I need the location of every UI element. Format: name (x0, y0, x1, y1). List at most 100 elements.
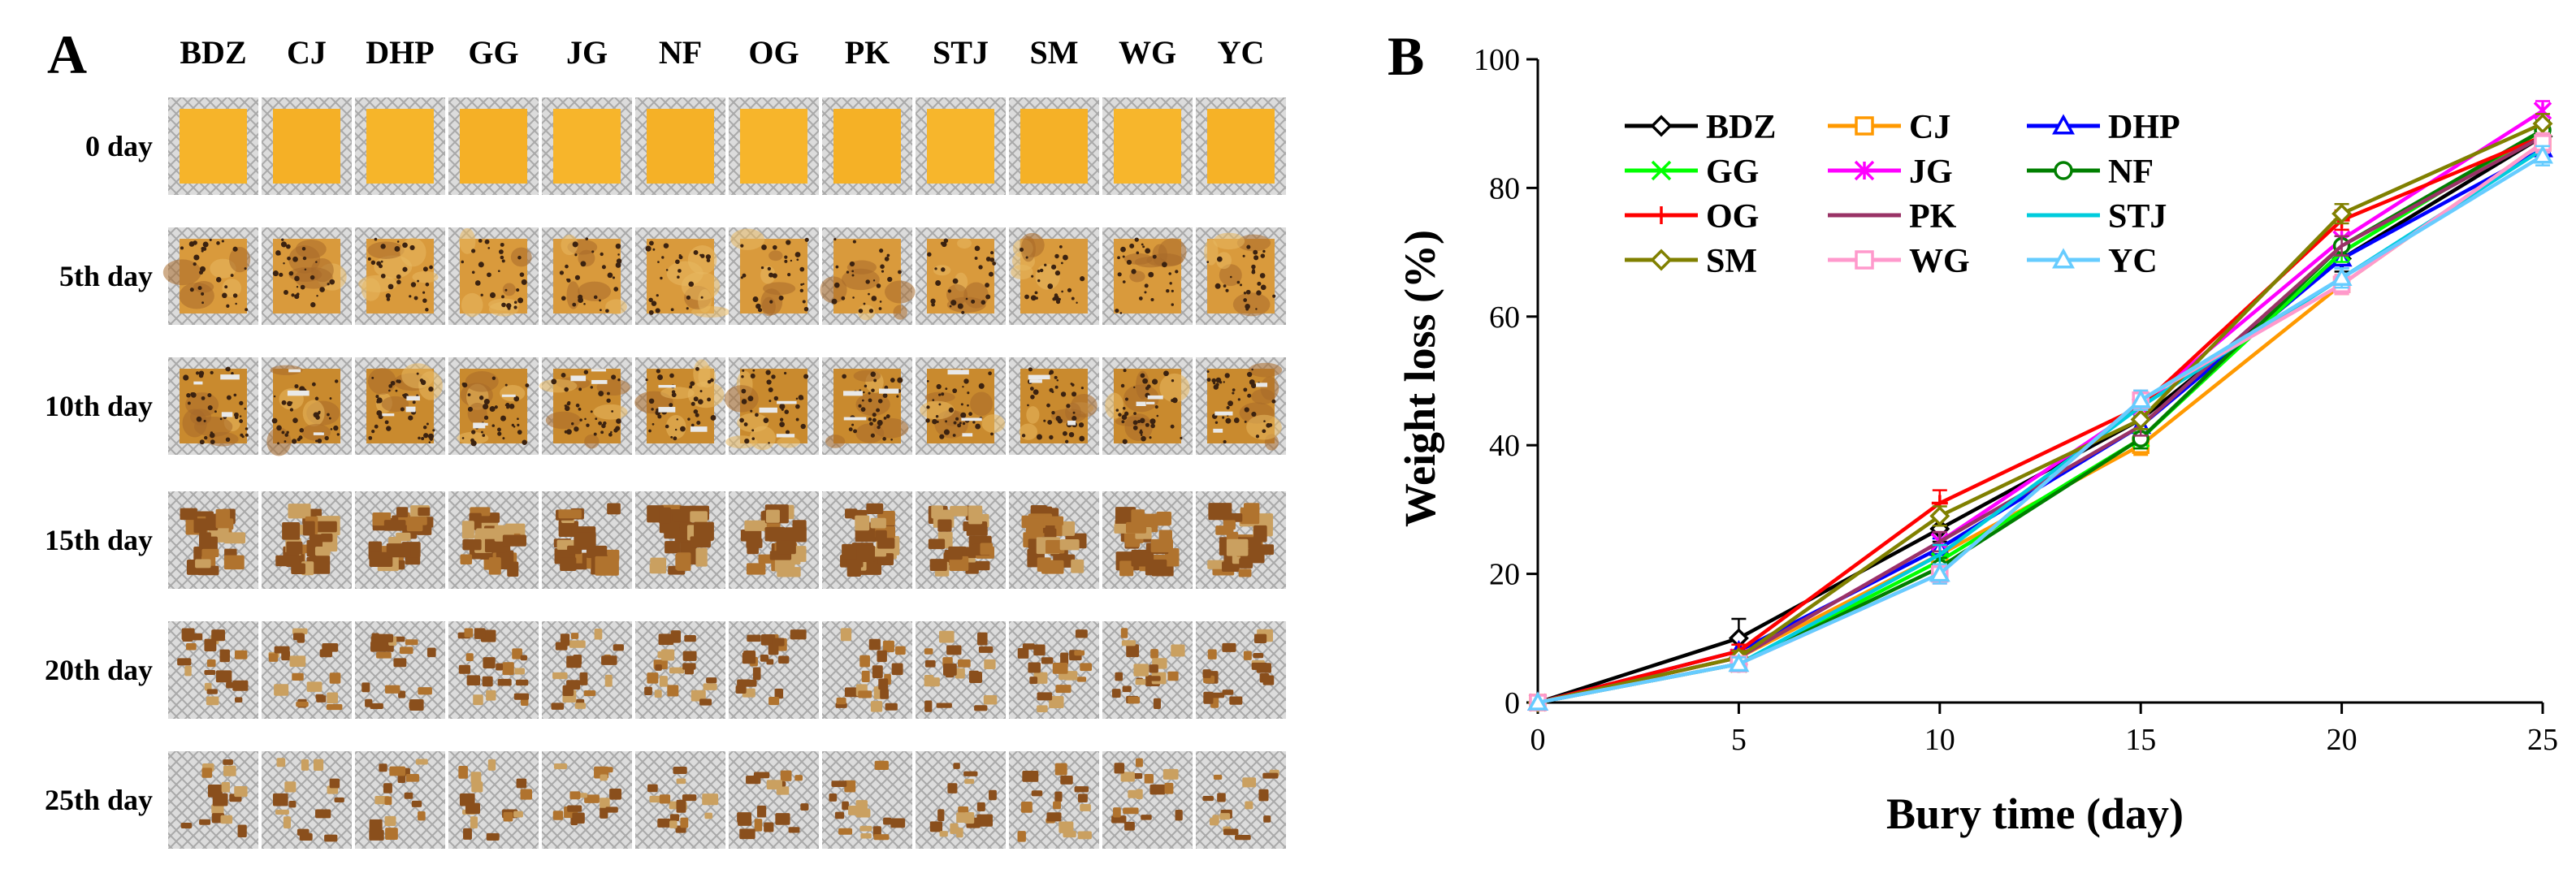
sample-photo (822, 97, 912, 195)
legend-item: BDZ (1625, 109, 1776, 146)
sample-photo (1009, 357, 1099, 455)
sample-photo (448, 751, 539, 849)
sample-photo (168, 357, 258, 455)
sample-photo (1196, 621, 1286, 719)
data-point-marker (2331, 266, 2353, 287)
panel-letter-a: A (47, 24, 87, 85)
row-label: 15th day (45, 524, 153, 556)
sample-photo (1009, 751, 1099, 849)
panel-a-photo-grid: A BDZ CJ DHP GG JG NF OG PK STJ SM WG YC 0 day 5th d… (45, 24, 1286, 849)
legend-item: GG (1625, 153, 1759, 191)
sample-photo (1102, 491, 1193, 589)
column-label-gg: GG (468, 34, 518, 71)
sample-photo (1196, 751, 1286, 849)
data-point-marker (1855, 116, 1874, 136)
sample-photo (1196, 357, 1286, 455)
column-label-og: OG (748, 34, 799, 71)
series-yc (1527, 145, 2553, 711)
row-label: 25th day (45, 784, 153, 816)
y-axis-title: Weight loss (%) (1396, 230, 1444, 527)
data-point-marker (1855, 250, 1874, 270)
sample-photo (729, 97, 819, 195)
sample-photo (168, 621, 258, 719)
sample-photo (635, 491, 725, 589)
data-point-marker (1527, 691, 1548, 711)
sample-photo (448, 227, 539, 325)
sample-photo (448, 491, 539, 589)
data-point-marker (2331, 203, 2353, 224)
legend-item: NF (2027, 153, 2154, 191)
column-label-stj: STJ (933, 34, 989, 71)
sample-photo (448, 621, 539, 719)
sample-photo (542, 621, 632, 719)
sample-photo (729, 751, 819, 849)
row-label: 5th day (59, 260, 153, 292)
column-label-dhp: DHP (366, 34, 434, 71)
sample-photo (1102, 751, 1193, 849)
legend-item: CJ (1828, 109, 1950, 146)
row-label: 10th day (45, 390, 153, 422)
legend-label: JG (1909, 153, 1953, 191)
sample-photo (916, 751, 1006, 849)
sample-photo (448, 357, 539, 455)
sample-photo (355, 621, 445, 719)
error-bar (2334, 235, 2349, 257)
sample-photo (1009, 97, 1099, 195)
data-point-marker (1652, 206, 1670, 224)
sample-photo (168, 491, 258, 589)
sample-photo (162, 227, 258, 325)
data-point-marker (2532, 113, 2553, 134)
y-tick-label: 80 (1489, 171, 1520, 205)
y-tick-label: 20 (1489, 558, 1520, 592)
column-label-pk: PK (845, 34, 890, 71)
sample-photo (729, 621, 819, 719)
panel-b-chart: B 0 20 40 60 80 100 0 5 10 15 20 25 BDZ CJ DHP GG JG NF O… (1388, 25, 2558, 838)
sample-photo (822, 491, 912, 589)
sample-photo (822, 357, 912, 455)
sample-photo (355, 491, 445, 589)
legend-item: OG (1625, 198, 1759, 236)
sample-photo (635, 621, 725, 719)
sample-photo (729, 227, 819, 325)
data-point-marker (1854, 160, 1875, 181)
sample-photo (916, 357, 1006, 455)
sample-photos (162, 97, 1286, 849)
column-label-sm: SM (1030, 34, 1079, 71)
sample-photo (916, 491, 1006, 589)
legend-label: OG (1706, 198, 1759, 236)
column-label-jg: JG (566, 34, 608, 71)
series-line (1537, 134, 2544, 705)
data-point-marker (1929, 505, 1950, 526)
sample-photo (542, 491, 632, 589)
column-label-cj: CJ (287, 34, 327, 71)
legend-item: JG (1828, 153, 1953, 191)
chart-series (1527, 100, 2553, 713)
sample-photo (262, 97, 352, 195)
x-tick-label: 5 (1731, 723, 1747, 757)
sample-photo (916, 621, 1006, 719)
x-axis-title: Bury time (day) (1886, 789, 2184, 838)
sample-photo (1102, 357, 1193, 455)
panel-letter-b: B (1388, 25, 1424, 87)
legend-label: YC (2108, 243, 2158, 280)
legend-item: SM (1625, 243, 1757, 280)
data-point-marker (1650, 115, 1673, 137)
sample-photo (262, 751, 352, 849)
legend-label: PK (1909, 198, 1957, 236)
series-line (1537, 147, 2544, 705)
sample-photo (635, 751, 725, 849)
data-point-marker (1929, 562, 1950, 582)
sample-photo (822, 621, 912, 719)
sample-photo (262, 227, 352, 325)
legend-item: STJ (2027, 198, 2167, 236)
sample-photo (542, 751, 632, 849)
sample-photo (262, 491, 352, 589)
column-label-wg: WG (1119, 34, 1176, 71)
sample-photo (539, 357, 632, 455)
x-tick-label: 20 (2327, 723, 2357, 757)
sample-photo (916, 227, 1006, 325)
sample-photo (542, 227, 632, 325)
sample-photo (1102, 227, 1193, 325)
data-point-marker (2052, 248, 2075, 269)
x-tick-label: 25 (2527, 723, 2558, 757)
